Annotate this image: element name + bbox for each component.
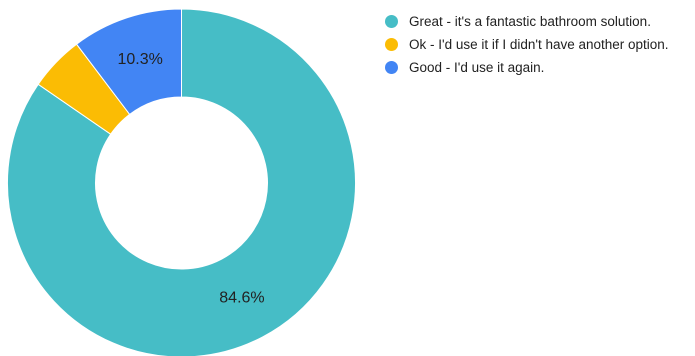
legend-label-good: Good - I'd use it again. <box>409 60 545 75</box>
slice-label-good: 10.3% <box>117 51 162 68</box>
legend-item-ok[interactable]: Ok - I'd use it if I didn't have another… <box>385 33 669 56</box>
legend-item-great[interactable]: Great - it's a fantastic bathroom soluti… <box>385 10 669 33</box>
slice-good[interactable] <box>75 8 182 116</box>
legend-label-ok: Ok - I'd use it if I didn't have another… <box>409 37 669 52</box>
donut-slices <box>7 8 356 356</box>
slice-label-great: 84.6% <box>219 289 264 306</box>
chart-legend: Great - it's a fantastic bathroom soluti… <box>385 10 669 79</box>
legend-swatch-ok <box>385 38 398 51</box>
slice-labels: 84.6% 10.3% <box>117 51 264 306</box>
legend-swatch-good <box>385 61 398 74</box>
slice-great[interactable] <box>7 8 356 356</box>
legend-item-good[interactable]: Good - I'd use it again. <box>385 56 669 79</box>
legend-swatch-great <box>385 15 398 28</box>
legend-label-great: Great - it's a fantastic bathroom soluti… <box>409 14 651 29</box>
